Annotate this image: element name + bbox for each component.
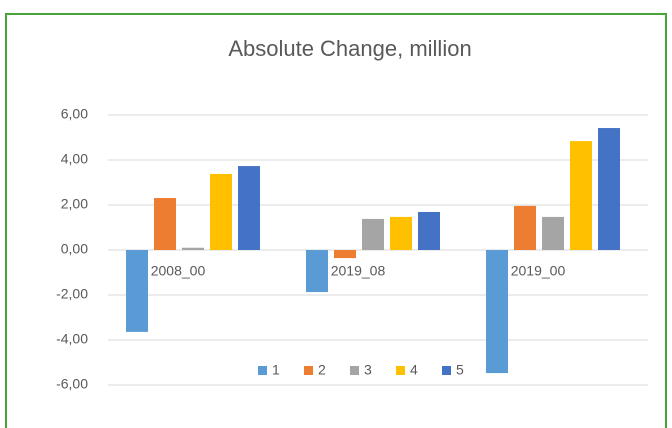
legend-swatch (350, 366, 359, 375)
chart-title: Absolute Change, million (228, 36, 471, 61)
x-tick-label: 2019_00 (511, 263, 566, 279)
y-tick-label: 0,00 (61, 241, 88, 257)
bar (126, 250, 148, 332)
bar (418, 211, 440, 250)
bar (542, 216, 564, 250)
y-tick-label: 2,00 (61, 196, 88, 212)
bar (306, 250, 328, 293)
bar (486, 250, 508, 374)
bar (390, 216, 412, 250)
legend-swatch (304, 366, 313, 375)
y-tick-label: -4,00 (56, 331, 88, 347)
y-tick-label: -6,00 (56, 376, 88, 392)
bar (334, 250, 356, 259)
legend-label: 1 (272, 362, 280, 378)
legend-label: 5 (456, 362, 464, 378)
bar (570, 141, 592, 250)
bar (514, 205, 536, 250)
y-tick-label: 6,00 (61, 106, 88, 122)
y-tick-label: 4,00 (61, 151, 88, 167)
bar (182, 247, 204, 250)
chart-frame (5, 13, 667, 428)
x-tick-label: 2019_08 (331, 263, 386, 279)
legend-label: 2 (318, 362, 326, 378)
y-tick-label: -2,00 (56, 286, 88, 302)
bar (210, 173, 232, 250)
bar (154, 198, 176, 250)
x-tick-label: 2008_00 (151, 263, 206, 279)
legend-swatch (442, 366, 451, 375)
legend-label: 4 (410, 362, 418, 378)
bar (598, 128, 620, 250)
bar (362, 218, 384, 250)
bar (238, 166, 260, 250)
legend-swatch (258, 366, 267, 375)
legend-label: 3 (364, 362, 372, 378)
legend-swatch (396, 366, 405, 375)
